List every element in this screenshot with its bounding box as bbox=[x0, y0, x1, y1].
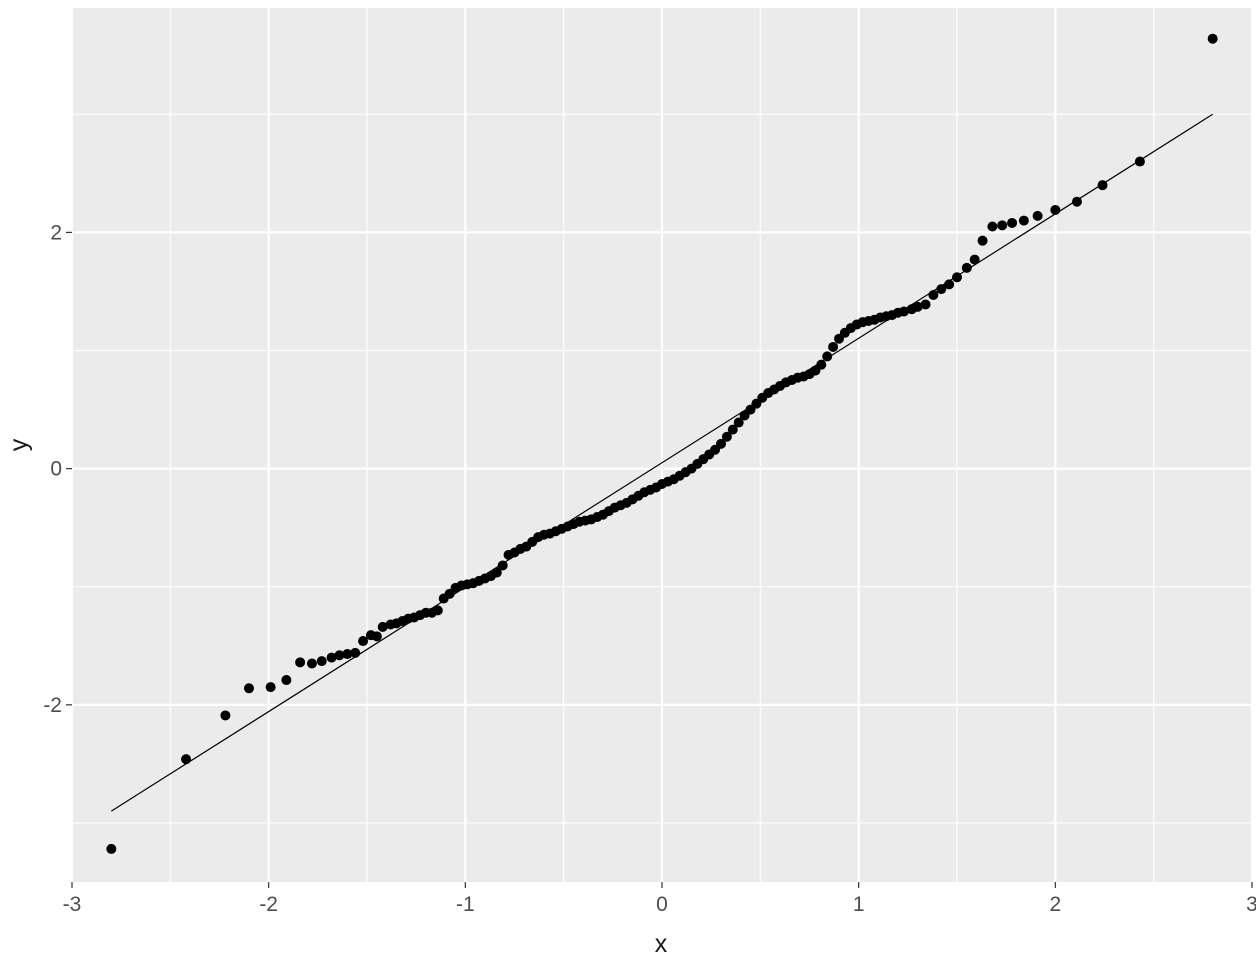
data-point bbox=[244, 683, 254, 694]
data-point bbox=[816, 359, 827, 370]
data-point bbox=[220, 710, 231, 721]
data-point bbox=[928, 290, 939, 301]
data-point bbox=[491, 567, 502, 578]
data-point bbox=[350, 647, 361, 658]
data-point bbox=[1032, 210, 1043, 221]
x-tick-label: -3 bbox=[63, 893, 82, 916]
data-point bbox=[358, 636, 369, 647]
data-point bbox=[822, 351, 833, 362]
y-tick-label: 2 bbox=[50, 221, 62, 244]
data-point bbox=[920, 299, 931, 310]
data-point bbox=[377, 621, 388, 632]
major-grid bbox=[70, 8, 1254, 882]
data-point bbox=[1018, 215, 1029, 226]
data-point bbox=[432, 605, 443, 616]
y-tick-label: -2 bbox=[43, 694, 62, 717]
data-point bbox=[716, 438, 726, 449]
data-point bbox=[987, 221, 998, 232]
x-tick-label: 3 bbox=[1246, 893, 1256, 916]
data-point bbox=[969, 254, 980, 265]
x-tick-label: -2 bbox=[259, 893, 278, 916]
x-tick-label: -1 bbox=[456, 893, 475, 916]
data-point bbox=[1097, 180, 1108, 191]
data-point bbox=[1207, 33, 1218, 44]
x-axis-title: x bbox=[655, 930, 668, 958]
data-point bbox=[727, 424, 738, 435]
data-point bbox=[898, 306, 909, 317]
y-tick-label: 0 bbox=[50, 458, 62, 481]
data-point bbox=[936, 284, 947, 295]
data-point bbox=[997, 220, 1008, 231]
data-point bbox=[1134, 156, 1145, 167]
data-point bbox=[306, 658, 317, 669]
x-tick-label: 2 bbox=[1049, 893, 1061, 916]
data-point bbox=[1007, 217, 1018, 228]
data-point bbox=[961, 262, 972, 273]
data-point bbox=[106, 843, 117, 854]
data-point bbox=[334, 650, 345, 661]
data-point bbox=[281, 675, 292, 686]
data-points bbox=[106, 33, 1218, 854]
data-point bbox=[265, 682, 276, 693]
data-point bbox=[828, 341, 839, 352]
x-axis: -3 -2 -1 0 1 2 3 bbox=[63, 882, 1256, 916]
data-point bbox=[1050, 204, 1061, 215]
y-axis: -2 0 2 bbox=[43, 221, 72, 717]
data-point bbox=[944, 279, 955, 290]
data-point bbox=[497, 560, 508, 571]
data-point bbox=[912, 301, 923, 312]
data-point bbox=[1071, 196, 1082, 207]
data-point bbox=[342, 649, 353, 660]
data-point bbox=[733, 417, 744, 428]
x-tick-label: 1 bbox=[853, 893, 865, 916]
y-axis-title: y bbox=[5, 438, 33, 451]
data-point bbox=[371, 631, 382, 642]
data-point bbox=[952, 272, 962, 283]
data-point bbox=[316, 656, 327, 667]
data-point bbox=[181, 754, 192, 765]
data-point bbox=[326, 652, 337, 663]
x-tick-label: 0 bbox=[656, 893, 668, 916]
data-point bbox=[295, 657, 306, 668]
data-point bbox=[977, 235, 988, 246]
reference-line bbox=[111, 113, 1213, 812]
data-point bbox=[721, 431, 732, 442]
